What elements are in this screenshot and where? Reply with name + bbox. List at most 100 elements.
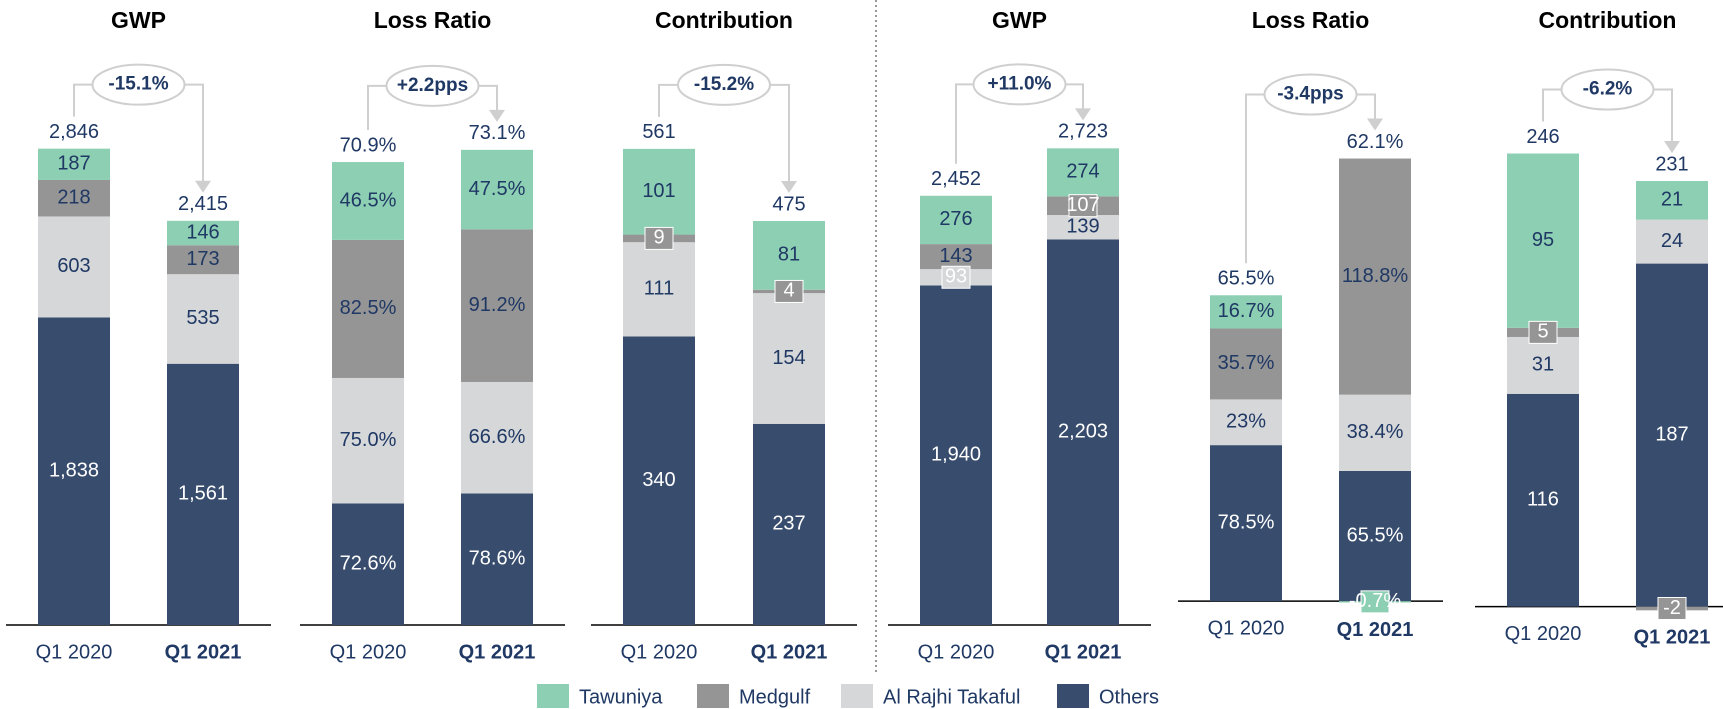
value-label: 72.6% — [340, 553, 397, 575]
total-label: 231 — [1655, 153, 1688, 175]
value-label: 78.6% — [469, 548, 526, 570]
change-label: -6.2% — [1583, 79, 1633, 100]
value-label: 78.5% — [1218, 511, 1275, 533]
value-label: 143 — [939, 245, 972, 267]
bar-segment — [1636, 181, 1708, 220]
legend-label: Others — [1099, 686, 1159, 708]
arrow-head — [489, 109, 505, 122]
value-label: 31 — [1532, 354, 1554, 376]
legend-swatch — [537, 684, 569, 708]
label-box — [1528, 320, 1558, 344]
total-label: 475 — [772, 193, 805, 215]
legend-swatch — [697, 684, 729, 708]
bar-segment — [38, 179, 110, 217]
bar-segment — [1507, 336, 1579, 394]
bar-segment — [461, 493, 533, 625]
total-label: 2,723 — [1058, 121, 1108, 143]
change-label: -15.2% — [694, 74, 754, 95]
value-label: 187 — [57, 153, 90, 175]
change-bubble — [91, 63, 186, 106]
arrow-head — [195, 180, 211, 193]
total-label: 65.5% — [1218, 268, 1275, 290]
bar-segment — [38, 317, 110, 625]
legend-label: Medgulf — [739, 686, 811, 708]
value-label: 21 — [1661, 189, 1683, 211]
change-bubble — [1560, 68, 1655, 111]
change-bubble — [1263, 73, 1358, 116]
bar-segment — [1047, 148, 1119, 197]
value-label: 66.6% — [469, 426, 526, 448]
bar-segment — [167, 245, 239, 275]
bar-segment — [167, 363, 239, 625]
value-label: 9 — [653, 227, 664, 249]
bar-segment — [1210, 445, 1282, 602]
bar-segment — [461, 381, 533, 494]
chart: Loss Ratio 72.6% 75.0% 82.5% 46.5% 70.9% Q1 20… — [300, 7, 565, 663]
value-label: 4 — [783, 280, 794, 302]
chart-title: GWP — [992, 7, 1047, 33]
total-label: 73.1% — [469, 122, 526, 144]
bar-segment — [1047, 239, 1119, 625]
chart-title: Contribution — [655, 7, 793, 33]
arrow-head — [1664, 141, 1680, 154]
total-label: 2,415 — [178, 193, 228, 215]
change-label: +11.0% — [988, 73, 1052, 94]
bar-segment — [920, 244, 992, 270]
value-label: 65.5% — [1347, 524, 1404, 546]
value-label: 24 — [1661, 230, 1683, 252]
x-tick-label: Q1 2020 — [1505, 623, 1582, 645]
bar-segment — [1339, 158, 1411, 395]
bar-segment — [1210, 328, 1282, 400]
bar-segment — [1507, 393, 1579, 607]
bar-segment — [623, 148, 695, 235]
bar-segment — [461, 229, 533, 382]
value-label: 1,838 — [49, 459, 99, 481]
bar-segment — [1210, 295, 1282, 329]
label-box — [1360, 590, 1390, 614]
bar-segment — [753, 293, 825, 424]
x-tick-label: Q1 2021 — [1337, 619, 1414, 641]
value-label: 107 — [1066, 194, 1099, 216]
x-tick-label: Q1 2020 — [621, 641, 698, 663]
arrow-head — [1367, 118, 1383, 131]
legend-item: Others — [1057, 684, 1159, 708]
arrow-head — [1075, 108, 1091, 121]
bar-segment — [38, 148, 110, 180]
x-tick-label: Q1 2020 — [918, 641, 995, 663]
value-label: 276 — [939, 208, 972, 230]
x-tick-label: Q1 2020 — [36, 641, 113, 663]
value-label: 91.2% — [469, 294, 526, 316]
total-label: 246 — [1526, 126, 1559, 148]
value-label: 603 — [57, 255, 90, 277]
value-label: 95 — [1532, 229, 1554, 251]
legend-item: Medgulf — [697, 684, 811, 708]
bar-segment — [920, 285, 992, 625]
bar-segment — [1636, 263, 1708, 607]
value-label: 5 — [1537, 321, 1548, 343]
value-label: -0.7% — [1349, 590, 1401, 612]
chart-title: Contribution — [1539, 7, 1677, 33]
value-label: 187 — [1655, 423, 1688, 445]
bar-segment — [1339, 394, 1411, 471]
x-tick-label: Q1 2021 — [165, 641, 242, 663]
value-label: 38.4% — [1347, 421, 1404, 443]
x-tick-label: Q1 2020 — [1208, 617, 1285, 639]
value-label: 23% — [1226, 411, 1266, 433]
change-bubble — [972, 63, 1067, 106]
value-label: 116 — [1527, 489, 1559, 511]
value-label: 146 — [186, 221, 219, 243]
change-label: -3.4pps — [1277, 84, 1344, 105]
chart-title: GWP — [111, 7, 166, 33]
total-label: 2,452 — [931, 168, 981, 190]
value-label: 2,203 — [1058, 420, 1108, 442]
bar-segment — [332, 377, 404, 504]
value-label: 139 — [1066, 215, 1099, 237]
value-label: 218 — [57, 186, 90, 208]
value-label: 237 — [772, 513, 805, 535]
total-label: 70.9% — [340, 134, 397, 156]
value-label: 274 — [1066, 161, 1099, 183]
label-box — [1068, 194, 1098, 218]
chart-title: Loss Ratio — [374, 7, 492, 33]
change-bubble — [677, 63, 771, 106]
